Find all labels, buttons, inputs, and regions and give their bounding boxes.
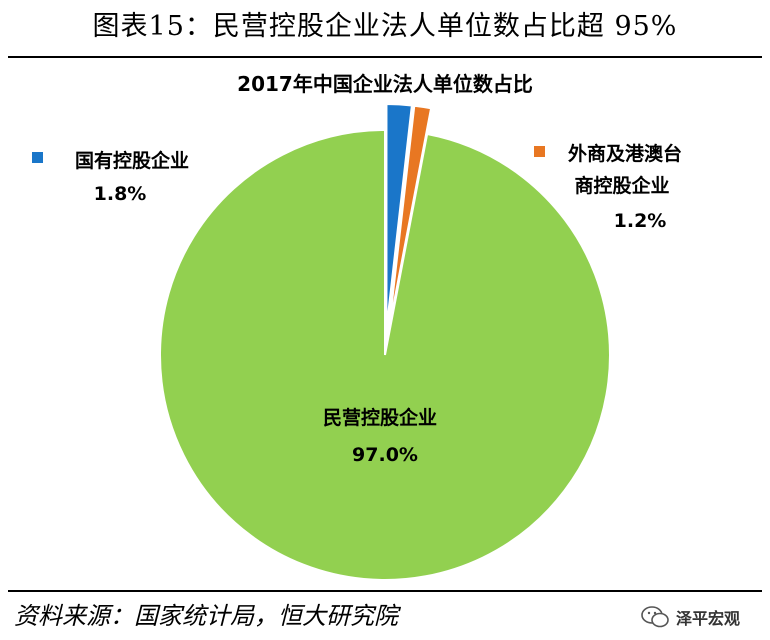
pie-slices	[159, 103, 612, 581]
bottom-rule	[8, 590, 762, 592]
chart-title: 2017年中国企业法人单位数占比	[237, 72, 533, 96]
legend-marker	[32, 152, 43, 163]
watermark: 泽平宏观	[640, 600, 764, 634]
top-rule	[8, 56, 762, 58]
slice-value-label: 97.0%	[352, 444, 418, 466]
slice-label: 商控股企业	[574, 174, 669, 197]
watermark-text: 泽平宏观	[676, 609, 741, 628]
slice-label: 国有控股企业	[75, 149, 189, 172]
legend-marker	[534, 146, 545, 157]
slice-label: 民营控股企业	[323, 406, 437, 429]
pie-slice	[387, 104, 433, 330]
source-note: 资料来源：国家统计局，恒大研究院	[14, 602, 398, 630]
slice-label: 外商及港澳台	[568, 142, 682, 165]
slice-value-label: 1.2%	[614, 210, 667, 232]
pie-slice	[159, 128, 612, 581]
figure-title: 图表15：民营控股企业法人单位数占比超 95%	[92, 11, 678, 42]
wechat-icon	[640, 604, 670, 630]
slice-value-label: 1.8%	[94, 183, 147, 205]
pie-slice	[385, 103, 413, 330]
